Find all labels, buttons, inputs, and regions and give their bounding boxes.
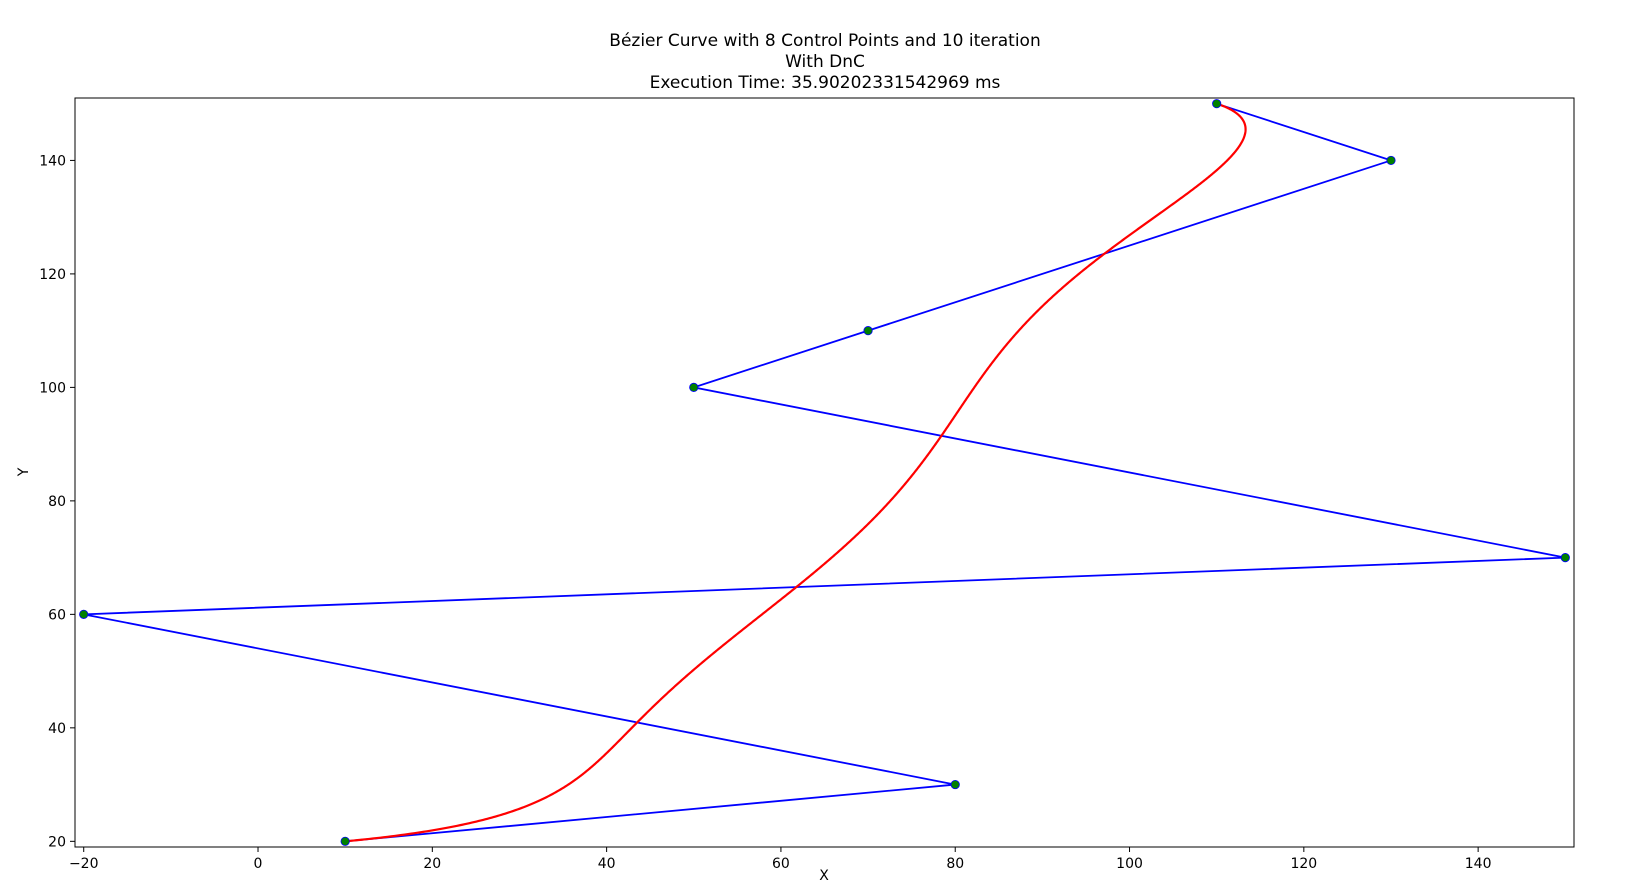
control-point-marker — [340, 836, 350, 846]
y-tick-label: 60 — [48, 607, 66, 623]
x-tick-label: 0 — [254, 856, 263, 872]
x-tick-label: 80 — [946, 856, 964, 872]
y-tick-label: 120 — [39, 267, 66, 283]
y-axis-label: Y — [16, 467, 32, 477]
x-tick-label: 40 — [598, 856, 616, 872]
x-tick-label: 100 — [1116, 856, 1143, 872]
control-polygon-line — [83, 102, 1566, 843]
control-point-marker — [950, 779, 960, 790]
control-point-marker — [863, 326, 873, 336]
chart-title-line-3: Execution Time: 35.90202331542969 ms — [650, 73, 1001, 93]
x-axis-label: X — [819, 868, 829, 883]
x-tick-label: 140 — [1465, 856, 1492, 872]
control-point-marker — [1212, 99, 1222, 109]
x-tick-label: 60 — [772, 856, 790, 872]
y-tick-label: 140 — [39, 153, 66, 169]
control-point-marker — [689, 382, 699, 392]
plot-area — [79, 99, 1570, 846]
x-tick-label: 20 — [423, 856, 441, 872]
control-point-marker — [1386, 155, 1396, 166]
y-tick-label: 100 — [39, 380, 66, 396]
y-tick-label: 20 — [48, 834, 66, 850]
y-tick-label: 80 — [48, 494, 66, 510]
control-point-marker — [1560, 553, 1570, 563]
chart-title-line-1: Bézier Curve with 8 Control Points and 1… — [609, 31, 1040, 51]
chart-title-line-2: With DnC — [785, 52, 865, 72]
axis-ticks: −20 0 20 40 60 80 100 120 140 20 40 60 80 100 120 140 — [39, 153, 1491, 872]
y-tick-label: 40 — [48, 721, 66, 737]
control-point-marker — [79, 609, 89, 619]
plot-frame — [74, 97, 1575, 848]
x-tick-label: −20 — [69, 856, 99, 872]
bezier-curve-line — [345, 102, 1247, 843]
x-tick-label: 120 — [1290, 856, 1317, 872]
